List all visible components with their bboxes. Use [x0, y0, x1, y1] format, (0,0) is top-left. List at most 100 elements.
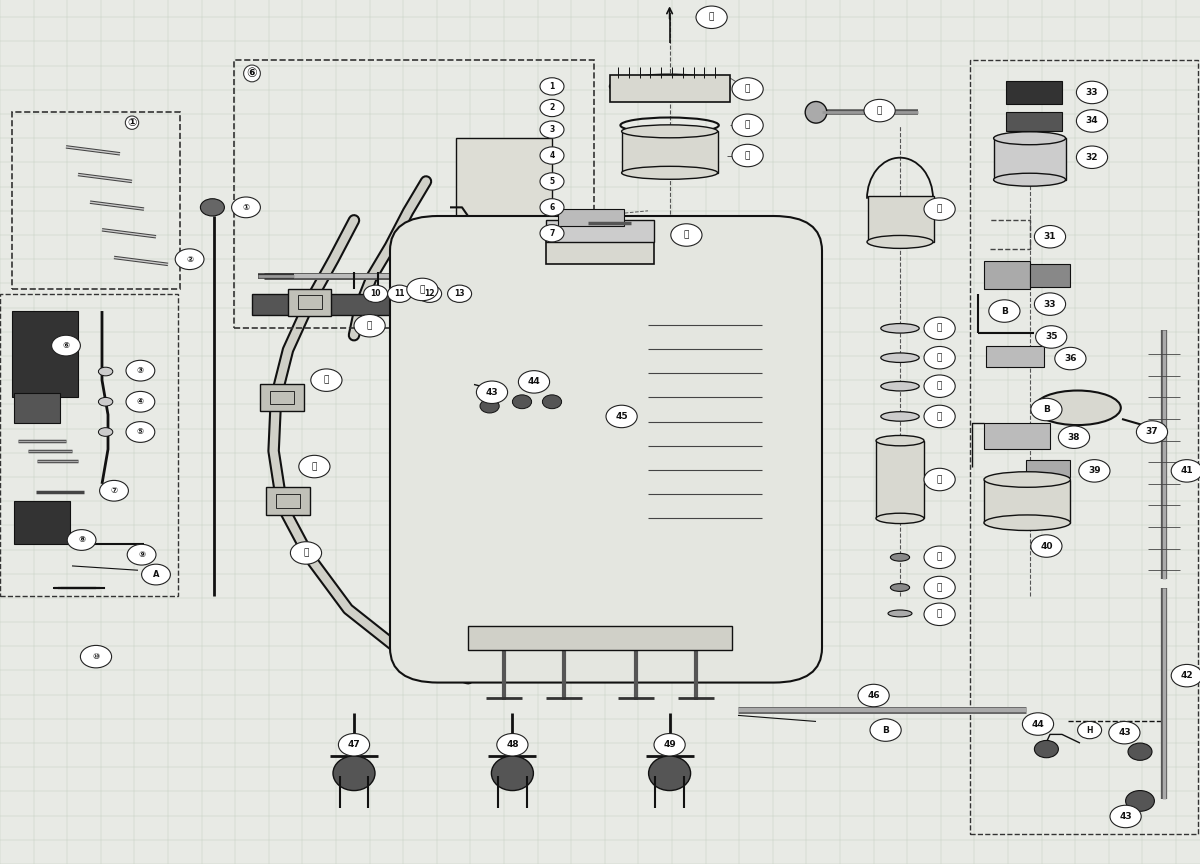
Circle shape [175, 249, 204, 270]
Bar [622, 131, 718, 173]
Circle shape [924, 375, 955, 397]
Text: ㉓: ㉓ [937, 324, 942, 333]
Text: 47: 47 [348, 740, 360, 749]
Text: ⑥: ⑥ [247, 67, 257, 80]
Bar [0, 294, 178, 596]
Text: ②: ② [186, 255, 193, 264]
Ellipse shape [622, 166, 718, 180]
Bar [12, 112, 180, 289]
Circle shape [732, 144, 763, 167]
Text: 43: 43 [1120, 812, 1132, 821]
Text: B: B [1043, 405, 1050, 414]
Text: 34: 34 [1086, 117, 1098, 125]
Circle shape [480, 399, 499, 413]
Circle shape [540, 199, 564, 216]
Ellipse shape [492, 756, 534, 791]
Circle shape [732, 78, 763, 100]
Text: ⑱: ⑱ [745, 121, 750, 130]
Circle shape [540, 121, 564, 138]
Ellipse shape [984, 472, 1070, 487]
Text: 36: 36 [1064, 354, 1076, 363]
Text: ①: ① [127, 118, 137, 128]
Circle shape [126, 422, 155, 442]
Text: ㉔: ㉔ [937, 610, 942, 619]
Bar [970, 60, 1198, 834]
Ellipse shape [881, 353, 919, 363]
Text: ⑬: ⑬ [324, 376, 329, 384]
Circle shape [518, 371, 550, 393]
Circle shape [1034, 226, 1066, 248]
Ellipse shape [881, 324, 919, 334]
Circle shape [290, 542, 322, 564]
Circle shape [696, 6, 727, 29]
Circle shape [448, 285, 472, 302]
Circle shape [200, 199, 224, 216]
Ellipse shape [881, 381, 919, 391]
Circle shape [1126, 791, 1154, 811]
Circle shape [1036, 326, 1067, 348]
Text: B: B [882, 726, 889, 734]
Text: ⑭: ⑭ [312, 462, 317, 471]
Text: 33: 33 [1086, 88, 1098, 97]
Text: 48: 48 [506, 740, 518, 749]
Circle shape [542, 395, 562, 409]
Text: 2: 2 [550, 104, 554, 112]
Bar [558, 209, 624, 226]
Circle shape [1078, 721, 1102, 739]
Text: 46: 46 [868, 691, 880, 700]
Circle shape [476, 381, 508, 403]
Text: 4: 4 [550, 151, 554, 160]
Bar [1006, 112, 1062, 131]
Circle shape [924, 546, 955, 569]
Ellipse shape [610, 74, 730, 98]
Bar [986, 346, 1044, 367]
Ellipse shape [649, 756, 691, 791]
Circle shape [654, 734, 685, 756]
Text: 38: 38 [1068, 433, 1080, 442]
Bar [288, 289, 331, 316]
Circle shape [1171, 460, 1200, 482]
Text: ⑤: ⑤ [137, 428, 144, 436]
Circle shape [1128, 743, 1152, 760]
Circle shape [80, 645, 112, 668]
Ellipse shape [876, 513, 924, 524]
Circle shape [1110, 805, 1141, 828]
Text: 39: 39 [1088, 467, 1100, 475]
Bar [468, 626, 732, 650]
Bar [868, 196, 934, 242]
Text: 1: 1 [550, 82, 554, 91]
Ellipse shape [98, 367, 113, 376]
Bar [456, 138, 552, 259]
Text: 42: 42 [1181, 671, 1193, 680]
Circle shape [1171, 664, 1200, 687]
Text: 43: 43 [486, 388, 498, 397]
Ellipse shape [98, 428, 113, 436]
Circle shape [606, 405, 637, 428]
Text: ㉖: ㉖ [937, 412, 942, 421]
Ellipse shape [994, 132, 1066, 145]
Bar [1026, 460, 1070, 477]
Bar [546, 233, 654, 264]
Circle shape [299, 455, 330, 478]
Text: ㉗: ㉗ [937, 475, 942, 484]
Text: 40: 40 [1040, 542, 1052, 550]
Circle shape [1055, 347, 1086, 370]
Circle shape [870, 719, 901, 741]
Bar [260, 384, 304, 411]
Ellipse shape [876, 435, 924, 446]
Circle shape [924, 468, 955, 491]
Circle shape [1031, 535, 1062, 557]
Bar [12, 311, 78, 397]
Circle shape [540, 173, 564, 190]
Circle shape [864, 99, 895, 122]
Bar [984, 261, 1030, 289]
Text: 37: 37 [1146, 428, 1158, 436]
Circle shape [388, 285, 412, 302]
Ellipse shape [866, 236, 934, 249]
Bar [984, 480, 1070, 523]
Text: ㉒: ㉒ [937, 205, 942, 213]
Text: ⑮: ⑮ [304, 549, 308, 557]
Text: ⑰: ⑰ [745, 85, 750, 93]
Ellipse shape [881, 411, 919, 422]
Ellipse shape [334, 756, 374, 791]
